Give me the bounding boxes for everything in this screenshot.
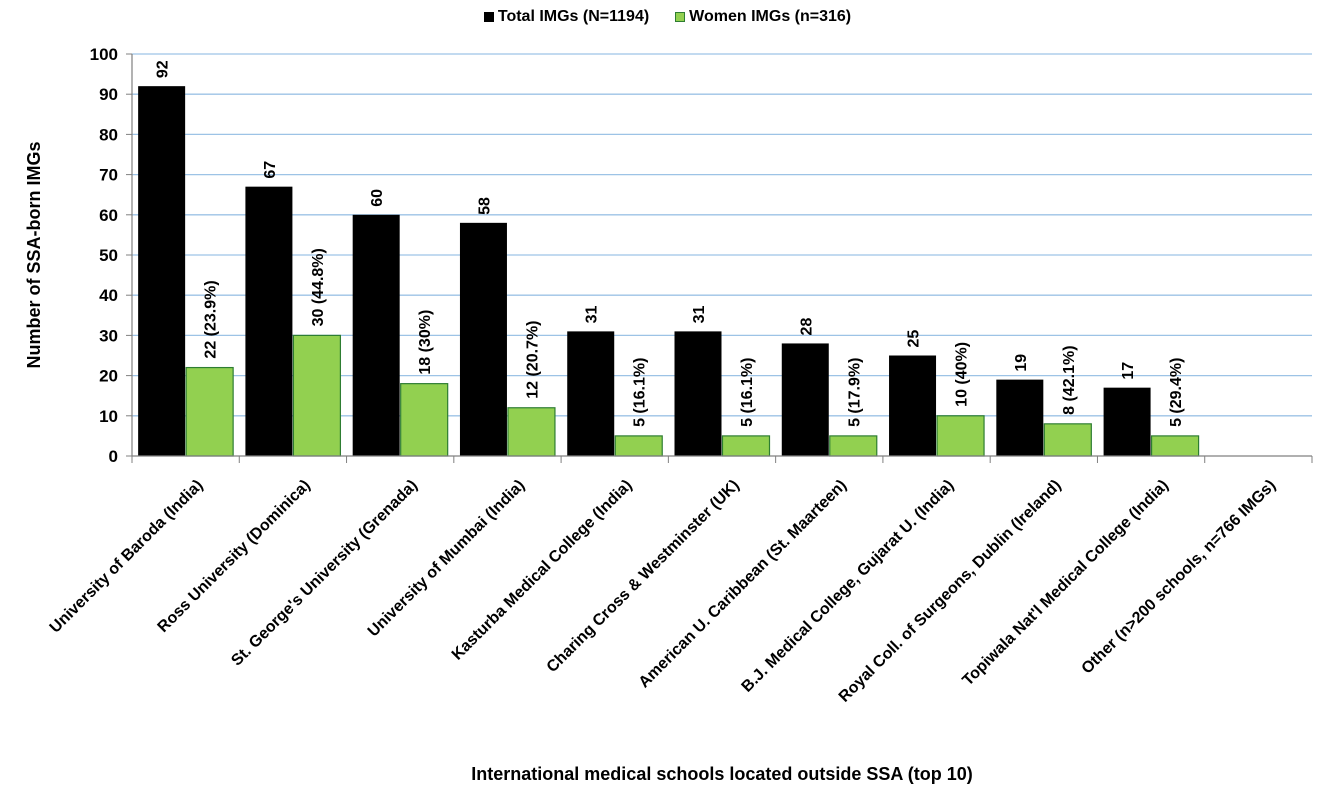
data-label-total: 92 — [155, 60, 172, 78]
x-category-label: Other (n>200 schools, n=766 IMGs) — [1079, 477, 1280, 678]
y-tick-label: 50 — [99, 246, 118, 265]
bar-total — [138, 86, 186, 456]
data-label-total: 58 — [476, 197, 493, 215]
legend-item-total: Total IMGs (N=1194) — [483, 8, 650, 26]
legend-swatch-total — [483, 12, 494, 22]
data-label-women: 30 (44.8%) — [310, 248, 327, 326]
y-tick-label: 80 — [99, 125, 118, 144]
legend: Total IMGs (N=1194) Women IMGs (n=316) — [0, 8, 1335, 26]
legend-label-total: Total IMGs (N=1194) — [497, 8, 650, 25]
data-label-total: 60 — [369, 189, 386, 207]
data-label-women: 10 (40%) — [954, 342, 971, 407]
y-tick-label: 20 — [99, 367, 118, 386]
y-tick-label: 30 — [99, 326, 118, 345]
data-label-women: 5 (17.9%) — [846, 358, 863, 427]
bar-total — [459, 222, 507, 456]
legend-item-women: Women IMGs (n=316) — [675, 8, 851, 26]
data-label-total: 31 — [584, 305, 601, 323]
x-category-label: American U. Caribbean (St. Maarteen) — [636, 477, 850, 691]
data-label-women: 8 (42.1%) — [1061, 345, 1078, 414]
bar-women — [1150, 435, 1200, 457]
bar-total — [996, 379, 1044, 456]
legend-swatch-women — [675, 12, 686, 22]
bar-total — [889, 355, 937, 456]
bar-total — [352, 214, 400, 456]
bar-women — [614, 435, 663, 457]
bar-women — [829, 435, 878, 457]
x-category-label: St. George's University (Grenada) — [228, 477, 421, 670]
y-tick-label: 10 — [99, 407, 118, 426]
data-label-total: 19 — [1013, 354, 1030, 372]
bar-women — [721, 435, 771, 457]
legend-label-women: Women IMGs (n=316) — [689, 8, 852, 25]
data-label-women: 5 (16.1%) — [739, 358, 756, 427]
data-label-women: 12 (20.7%) — [524, 320, 541, 398]
x-category-label: Kasturba Medical College (India) — [449, 477, 636, 664]
bar-total — [245, 186, 293, 456]
y-tick-label: 90 — [99, 85, 118, 104]
bar-women — [292, 334, 342, 457]
data-label-total: 25 — [906, 330, 923, 348]
bar-women — [936, 415, 985, 457]
data-label-total: 67 — [262, 161, 279, 179]
bar-women — [185, 366, 234, 457]
data-label-women: 5 (29.4%) — [1168, 358, 1185, 427]
y-tick-label: 70 — [99, 166, 118, 185]
data-label-total: 28 — [798, 318, 815, 336]
bar-total — [1103, 387, 1151, 456]
y-tick-label: 0 — [109, 447, 118, 466]
x-category-label: Royal Coll. of Surgeons, Dublin (Ireland… — [836, 477, 1065, 706]
x-category-label: Charing Cross & Westminster (UK) — [544, 477, 743, 676]
y-tick-label: 60 — [99, 206, 118, 225]
x-axis-title: International medical schools located ou… — [471, 764, 972, 784]
bar-women — [400, 383, 449, 457]
data-label-women: 22 (23.9%) — [203, 280, 220, 358]
x-category-label: Topiwala Nat'l Medical College (India) — [959, 477, 1172, 690]
data-label-women: 5 (16.1%) — [632, 358, 649, 427]
axes: 0 10 20 30 40 50 60 70 80 90 100 — [90, 45, 1313, 466]
x-category-label: B.J. Medical College, Gujarat U. (India) — [739, 477, 958, 696]
bar-women — [1043, 423, 1092, 457]
data-label-total: 17 — [1120, 362, 1137, 380]
bar-total — [781, 343, 829, 456]
data-label-women: 18 (30%) — [417, 310, 434, 375]
y-axis-title: Number of SSA-born IMGs — [24, 141, 44, 368]
bar-total — [567, 331, 615, 456]
y-tick-label: 100 — [90, 45, 118, 64]
bar-total — [674, 331, 722, 456]
bars — [138, 86, 1200, 457]
data-label-total: 31 — [691, 305, 708, 323]
bar-women — [507, 407, 556, 457]
y-tick-label: 40 — [99, 286, 118, 305]
